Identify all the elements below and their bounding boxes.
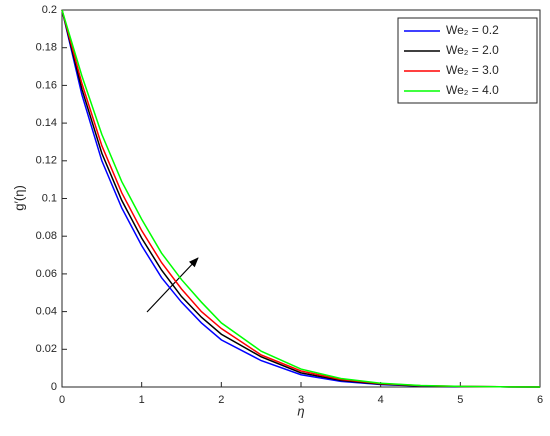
x-tick-label: 0 [59,394,65,406]
legend-label: We₂ = 4.0 [446,83,499,97]
y-tick-label: 0.06 [36,268,57,280]
legend-label: We₂ = 3.0 [446,63,499,77]
y-tick-label: 0.12 [36,155,57,167]
y-tick-label: 0 [51,381,57,393]
y-tick-label: 0.04 [36,306,57,318]
legend-box [397,17,538,104]
y-tick-label: 0.2 [42,4,57,16]
series-line [61,9,541,388]
y-tick-label: 0.02 [36,343,57,355]
y-tick-label: 0.08 [36,230,57,242]
x-tick-label: 4 [378,394,384,406]
x-tick-label: 3 [298,394,304,406]
x-tick-label: 5 [457,394,463,406]
y-tick-label: 0.1 [42,192,57,204]
y-tick-label: 0.18 [36,42,57,54]
y-tick-label: 0.16 [36,79,57,91]
y-axis-label: g′(η) [11,185,26,211]
x-tick-label: 6 [537,394,543,406]
legend-label: We₂ = 0.2 [446,23,499,37]
y-tick-label: 0.14 [36,117,57,129]
x-tick-label: 2 [218,394,224,406]
legend-label: We₂ = 2.0 [446,43,499,57]
x-tick-label: 1 [139,394,145,406]
x-axis-label: η [297,403,304,418]
